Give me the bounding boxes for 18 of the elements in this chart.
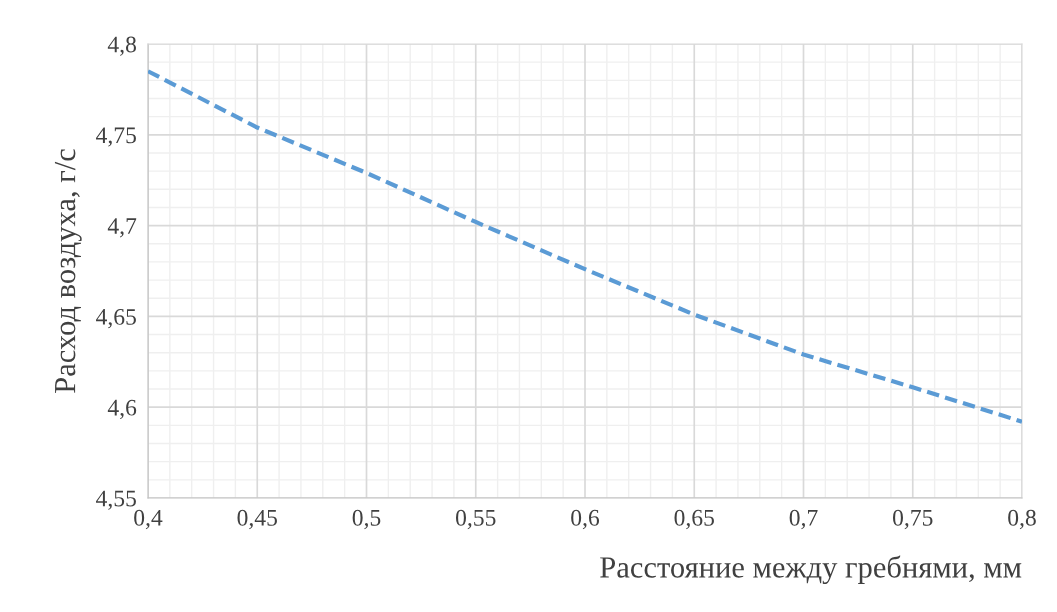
y-tick-label: 4,6: [107, 399, 137, 420]
x-tick-label: 0,8: [1008, 509, 1036, 530]
y-tick-label: 4,75: [96, 127, 136, 147]
x-tick-label: 0,6: [571, 509, 600, 530]
line-series: [148, 69, 1022, 424]
y-axis-title: Расход воздуха, г/с: [54, 149, 82, 393]
x-tick-label: 0,75: [892, 509, 933, 530]
y-tick-label: 4,65: [96, 308, 136, 329]
y-tick-label: 4,8: [107, 36, 136, 56]
x-tick-label: 0,65: [674, 509, 714, 530]
x-tick-label: 0,55: [455, 509, 496, 530]
x-tick-label: 0,4: [134, 509, 163, 530]
y-tick-label: 4,55: [96, 490, 136, 510]
x-tick-label: 0,5: [352, 509, 381, 530]
y-tick-label: 4,7: [107, 218, 137, 238]
x-axis-title: Расстояние между гребнями, мм: [600, 555, 1022, 584]
x-tick-label: 0,7: [789, 509, 818, 530]
x-tick-label: 0,45: [237, 509, 277, 530]
